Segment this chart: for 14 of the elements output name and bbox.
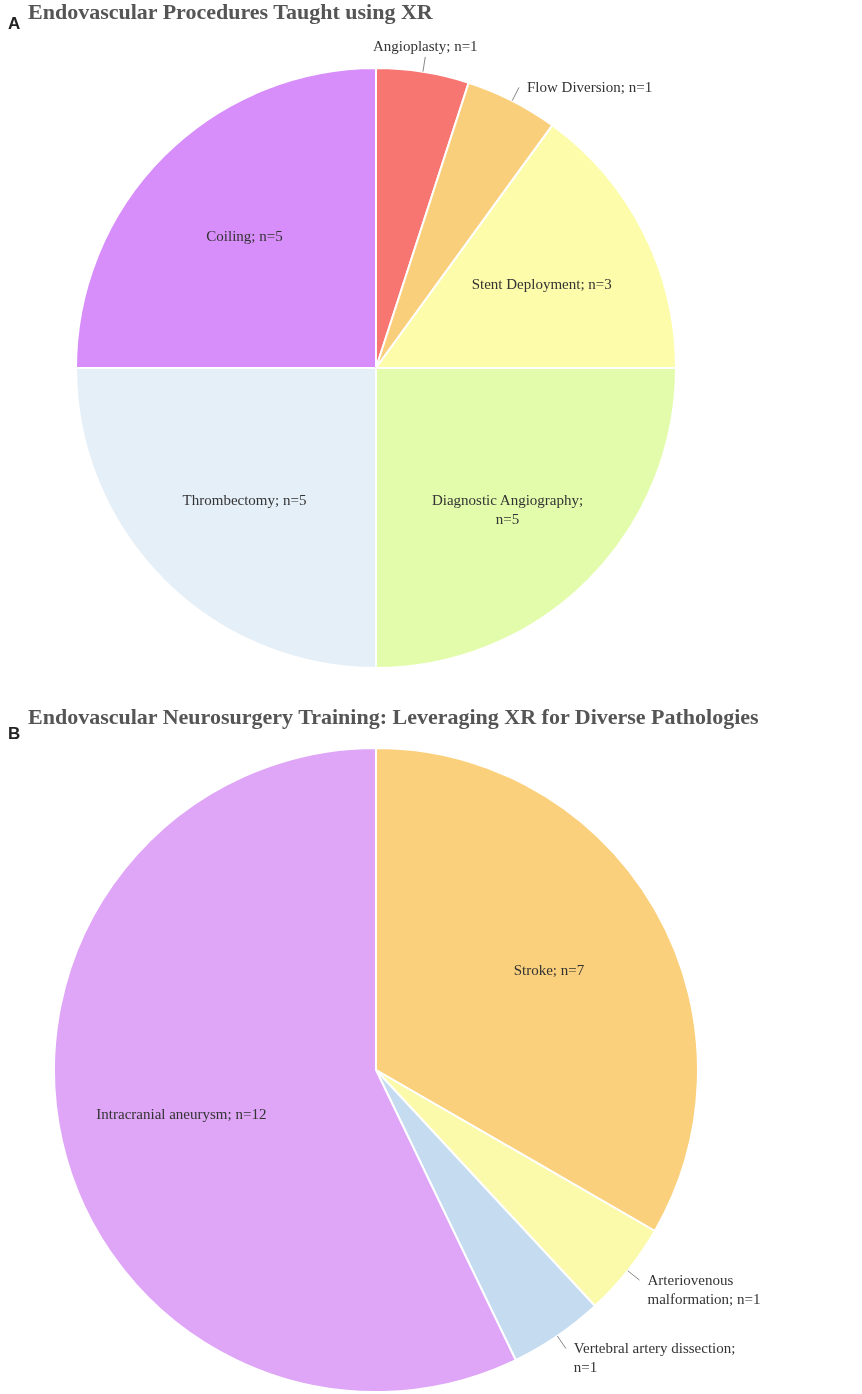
chart-title: Endovascular Neurosurgery Training: Leveraging XR for Diverse Pathologies [28,704,760,729]
slice-label: Angioplasty; n=1 [372,37,478,54]
text: B [8,724,21,744]
text: A [8,14,21,34]
slice-label: Stent Deployment; n=3 [471,275,612,292]
slice-label: Thrombectomy; n=5 [182,491,307,508]
slice-label: Intracranial aneurysm; n=12 [96,1106,267,1123]
slice-label: Coiling; n=5 [206,228,283,245]
slice-label: Stroke; n=7 [513,962,585,979]
slice-label: Vertebral artery dissection; n=1 [573,1340,736,1376]
chart-title: Endovascular Procedures Taught using XR [28,0,434,24]
slice-label: Arteriovenous malformation; n=1 [647,1272,761,1308]
slice-label: Diagnostic Angiography; n=5 [431,491,584,527]
slice-label: Flow Diversion; n=1 [527,79,653,96]
